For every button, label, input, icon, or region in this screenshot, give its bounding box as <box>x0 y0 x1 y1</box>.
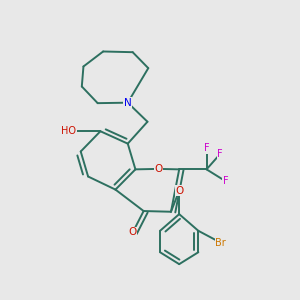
Text: F: F <box>218 149 223 159</box>
Text: O: O <box>154 164 163 174</box>
Text: Br: Br <box>215 238 226 248</box>
Text: O: O <box>175 186 183 196</box>
Text: F: F <box>223 176 229 186</box>
Text: HO: HO <box>61 126 76 136</box>
Text: N: N <box>124 98 132 108</box>
Text: O: O <box>129 227 137 238</box>
Text: F: F <box>204 143 209 153</box>
